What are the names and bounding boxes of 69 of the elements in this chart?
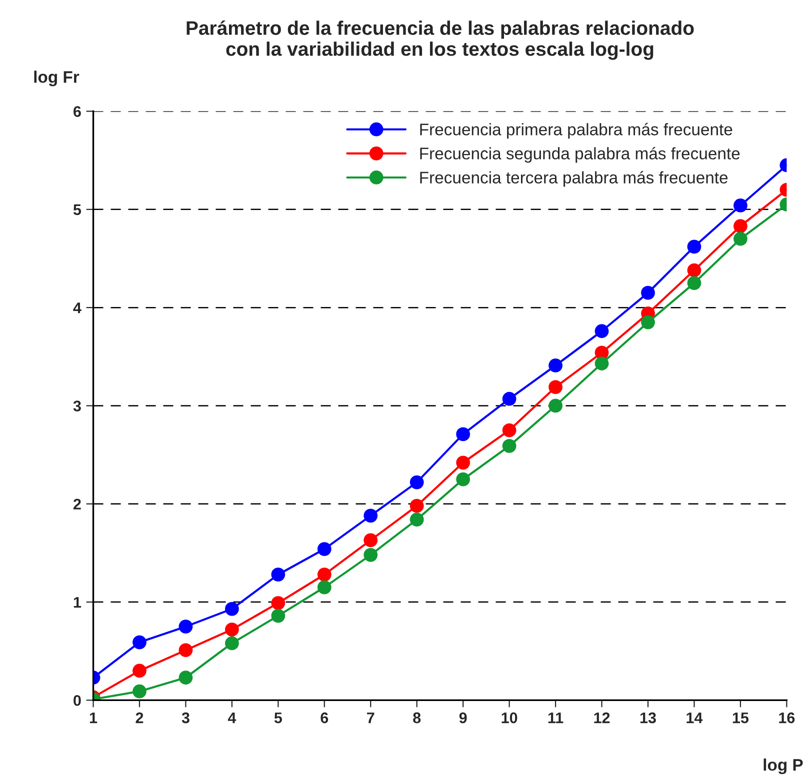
point <box>456 427 470 442</box>
chart-title: Parámetro de la frecuencia de las palabras relacionado con la variabilidad en los textos escala log-log <box>186 20 694 60</box>
point <box>271 596 286 610</box>
y-tick-label: 4 <box>73 302 82 314</box>
point <box>548 398 562 413</box>
legend-label: Frecuencia tercera palabra más frecuente <box>420 171 728 187</box>
y-tick-label: 0 <box>74 695 81 706</box>
point <box>317 580 332 594</box>
point <box>178 670 193 685</box>
point <box>178 643 193 658</box>
legend-label: Frecuencia primera palabra más frecuente <box>420 122 732 139</box>
point <box>548 358 562 372</box>
point <box>364 548 378 562</box>
x-tick-label: 2 <box>136 712 144 724</box>
point <box>594 324 609 338</box>
point <box>364 508 378 523</box>
point <box>364 533 378 548</box>
y-tick-label: 5 <box>73 204 82 216</box>
x-tick-label: 3 <box>182 712 190 724</box>
point <box>410 475 424 490</box>
point <box>271 608 286 623</box>
point <box>641 286 655 300</box>
y-tick-label: 3 <box>73 400 81 412</box>
point <box>410 498 424 513</box>
x-tick-label: 11 <box>548 712 564 724</box>
x-tick-label: 9 <box>459 712 467 724</box>
point <box>132 684 146 698</box>
point <box>410 512 424 527</box>
x-tick-label: 12 <box>594 712 610 724</box>
point <box>502 423 516 438</box>
point <box>178 620 193 634</box>
point <box>317 542 332 556</box>
x-tick-label: 10 <box>502 712 518 724</box>
point <box>132 635 146 650</box>
point <box>734 219 748 234</box>
point <box>548 380 562 394</box>
legend-label: Frecuencia segunda palabra más frecuente <box>420 146 740 163</box>
point <box>734 198 748 212</box>
x-tick-label: 13 <box>640 712 656 724</box>
point <box>456 456 470 470</box>
x-tick-label: 15 <box>732 712 749 724</box>
x-axis-title: log P <box>764 758 803 774</box>
point <box>502 392 516 406</box>
point <box>225 622 239 636</box>
point <box>687 276 702 290</box>
point <box>594 356 609 370</box>
point <box>734 232 748 246</box>
y-axis-title: log Fr <box>34 70 80 86</box>
x-tick-label: 1 <box>90 712 98 724</box>
point <box>687 240 702 254</box>
x-tick-label: 4 <box>228 712 236 724</box>
point <box>641 315 655 330</box>
x-tick-label: 14 <box>686 712 703 724</box>
y-tick-label: 6 <box>74 106 81 117</box>
y-tick-label: 1 <box>74 597 82 608</box>
point <box>225 636 239 650</box>
point <box>317 568 332 582</box>
x-tick-label: 7 <box>367 712 374 724</box>
point <box>271 568 286 582</box>
x-tick-label: 5 <box>274 712 282 724</box>
x-tick-label: 6 <box>320 712 328 724</box>
point <box>225 602 239 616</box>
x-tick-label: 8 <box>413 712 421 724</box>
point <box>132 664 146 678</box>
y-tick-label: 2 <box>73 498 81 510</box>
point <box>456 472 470 486</box>
point <box>502 439 516 453</box>
point <box>687 263 702 278</box>
x-tick-label: 16 <box>779 712 795 724</box>
